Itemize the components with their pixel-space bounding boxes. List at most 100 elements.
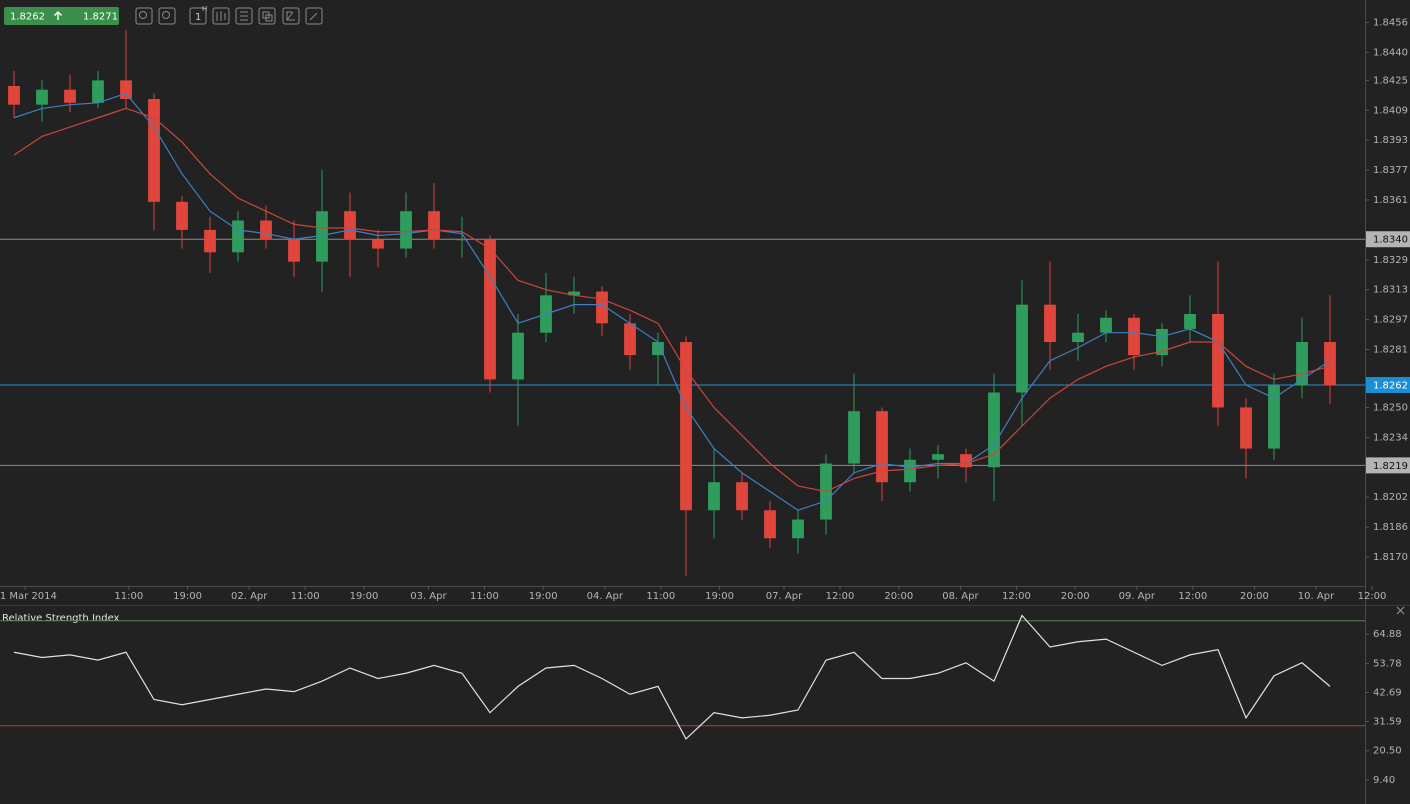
candle-body bbox=[764, 510, 776, 539]
bid-price: 1.8262 bbox=[10, 12, 45, 23]
zoom-in-icon bbox=[162, 11, 170, 19]
close-pane-button[interactable] bbox=[1396, 606, 1405, 615]
x-tick-label: 19:00 bbox=[173, 591, 202, 602]
rsi-title: Relative Strength Index bbox=[2, 613, 120, 624]
y-tick-label: 1.8202 bbox=[1373, 492, 1408, 503]
candle-body bbox=[344, 211, 356, 240]
candle-body bbox=[988, 392, 1000, 468]
y-tick-label: 20.50 bbox=[1373, 746, 1402, 757]
candle-body bbox=[792, 519, 804, 539]
candle-body bbox=[1044, 304, 1056, 343]
x-tick-label: 12:00 bbox=[1358, 591, 1387, 602]
candle-body bbox=[232, 220, 244, 253]
zoom-in-button[interactable] bbox=[158, 7, 176, 25]
interval-value: 1 bbox=[195, 12, 201, 23]
candle-body bbox=[260, 220, 272, 240]
candle-body bbox=[904, 459, 916, 483]
candle-body bbox=[1268, 385, 1280, 449]
candle-body bbox=[204, 229, 216, 253]
up-arrow bbox=[54, 11, 62, 20]
y-tick-label: 31.59 bbox=[1373, 717, 1402, 728]
y-tick-label: 1.8409 bbox=[1373, 105, 1408, 116]
candle-body bbox=[708, 482, 720, 511]
candle-body bbox=[652, 342, 664, 356]
indicators-button[interactable] bbox=[235, 7, 253, 25]
candle-body bbox=[8, 85, 20, 105]
price-badge bbox=[1366, 457, 1410, 474]
x-tick-label: 19:00 bbox=[529, 591, 558, 602]
candle-body bbox=[932, 454, 944, 460]
x-tick-label: 02. Apr bbox=[231, 591, 268, 602]
candle-body bbox=[316, 211, 328, 262]
x-tick-label: 20:00 bbox=[1240, 591, 1269, 602]
y-tick-label: 1.8281 bbox=[1373, 345, 1408, 356]
x-tick-label: 20:00 bbox=[1061, 591, 1090, 602]
ask-price: 1.8271 bbox=[83, 12, 118, 23]
candle-body bbox=[736, 482, 748, 511]
y-tick-label: 1.8425 bbox=[1373, 75, 1408, 86]
toolbar-icons bbox=[216, 11, 318, 22]
price-badge bbox=[1366, 231, 1410, 248]
candle-body bbox=[148, 99, 160, 202]
x-tick-label: 12:00 bbox=[1002, 591, 1031, 602]
candle-body bbox=[960, 454, 972, 468]
candle-body bbox=[456, 239, 468, 241]
y-tick-label: 1.8297 bbox=[1373, 315, 1408, 326]
candle-body bbox=[428, 211, 440, 240]
x-tick-label: 08. Apr bbox=[942, 591, 979, 602]
candle-body bbox=[1184, 313, 1196, 329]
x-tick-label: 11:00 bbox=[470, 591, 499, 602]
candle-body bbox=[288, 239, 300, 262]
x-tick-label: 07. Apr bbox=[766, 591, 803, 602]
candle-body bbox=[596, 291, 608, 324]
candle-body bbox=[176, 201, 188, 230]
candle-body bbox=[400, 211, 412, 249]
y-tick-label: 1.8329 bbox=[1373, 255, 1408, 266]
y-tick-label: 1.8361 bbox=[1373, 195, 1408, 206]
candle-body bbox=[512, 332, 524, 380]
moving-average bbox=[13, 107, 1331, 493]
price-label: 1.8262 bbox=[1373, 381, 1408, 392]
x-tick-label: 19:00 bbox=[705, 591, 734, 602]
y-tick-label: 1.8170 bbox=[1373, 552, 1408, 563]
x-tick-label: 10. Apr bbox=[1298, 591, 1335, 602]
candle-body bbox=[36, 89, 48, 105]
y-tick-label: 1.8440 bbox=[1373, 47, 1408, 58]
rsi-line bbox=[13, 614, 1331, 740]
x-tick-label: 12:00 bbox=[826, 591, 855, 602]
candle-body bbox=[484, 239, 496, 380]
candle-body bbox=[624, 323, 636, 356]
quote-badge bbox=[4, 7, 119, 25]
candle-body bbox=[1072, 332, 1084, 343]
candle-body bbox=[848, 411, 860, 464]
candle-body bbox=[1128, 317, 1140, 356]
toolbar: 1.8262 1.8271 1 H bbox=[4, 5, 323, 25]
candle-body bbox=[1240, 407, 1252, 449]
interval-button[interactable] bbox=[189, 7, 207, 25]
draw-button[interactable] bbox=[282, 7, 300, 25]
moving-average bbox=[13, 92, 1331, 511]
y-tick-label: 53.78 bbox=[1373, 658, 1402, 669]
candle-body bbox=[1100, 317, 1112, 333]
x-tick-label: 11:00 bbox=[646, 591, 675, 602]
candle-body bbox=[1212, 313, 1224, 408]
y-tick-label: 1.8456 bbox=[1373, 17, 1408, 28]
price-label: 1.8219 bbox=[1373, 461, 1408, 472]
x-tick-label: 11:00 bbox=[114, 591, 143, 602]
chart-type-button[interactable] bbox=[212, 7, 230, 25]
x-tick-label: 12:00 bbox=[1178, 591, 1207, 602]
candle-body bbox=[1156, 328, 1168, 356]
x-tick-label: 20:00 bbox=[884, 591, 913, 602]
candle-body bbox=[876, 411, 888, 483]
pen-button[interactable] bbox=[305, 7, 323, 25]
y-tick-label: 9.40 bbox=[1373, 775, 1395, 786]
x-tick-label: 31 Mar 2014 bbox=[0, 591, 57, 602]
compare-button[interactable] bbox=[258, 7, 276, 25]
x-tick-label: 03. Apr bbox=[410, 591, 447, 602]
price-label: 1.8340 bbox=[1373, 235, 1408, 246]
candle-body bbox=[92, 80, 104, 103]
zoom-out-button[interactable] bbox=[135, 7, 153, 25]
